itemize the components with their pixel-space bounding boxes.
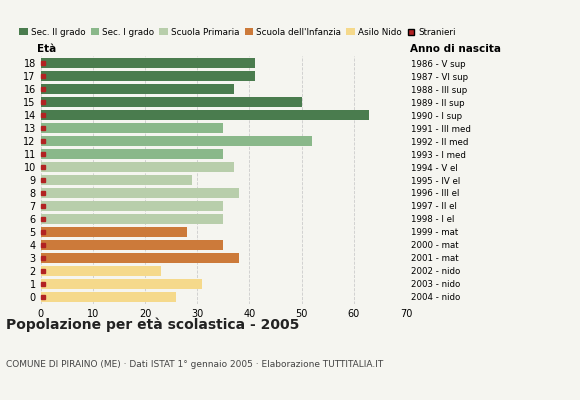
Bar <box>41 292 176 302</box>
Bar <box>41 123 223 133</box>
Text: Età: Età <box>37 44 56 54</box>
Text: Anno di nascita: Anno di nascita <box>409 44 501 54</box>
Bar <box>41 175 192 185</box>
Bar <box>41 214 223 224</box>
Bar <box>41 266 161 276</box>
Bar <box>41 136 312 146</box>
Bar <box>41 149 223 159</box>
Bar <box>41 98 302 107</box>
Bar <box>41 72 255 81</box>
Bar <box>41 279 202 288</box>
Bar <box>41 240 223 250</box>
Bar <box>41 227 187 237</box>
Bar <box>41 58 255 68</box>
Bar <box>41 201 223 211</box>
Bar <box>41 253 239 262</box>
Bar <box>41 188 239 198</box>
Text: Popolazione per età scolastica - 2005: Popolazione per età scolastica - 2005 <box>6 318 299 332</box>
Bar <box>41 162 234 172</box>
Legend: Sec. II grado, Sec. I grado, Scuola Primaria, Scuola dell'Infanzia, Asilo Nido, : Sec. II grado, Sec. I grado, Scuola Prim… <box>19 28 455 37</box>
Bar <box>41 110 369 120</box>
Bar <box>41 84 234 94</box>
Text: COMUNE DI PIRAINO (ME) · Dati ISTAT 1° gennaio 2005 · Elaborazione TUTTITALIA.IT: COMUNE DI PIRAINO (ME) · Dati ISTAT 1° g… <box>6 360 383 369</box>
